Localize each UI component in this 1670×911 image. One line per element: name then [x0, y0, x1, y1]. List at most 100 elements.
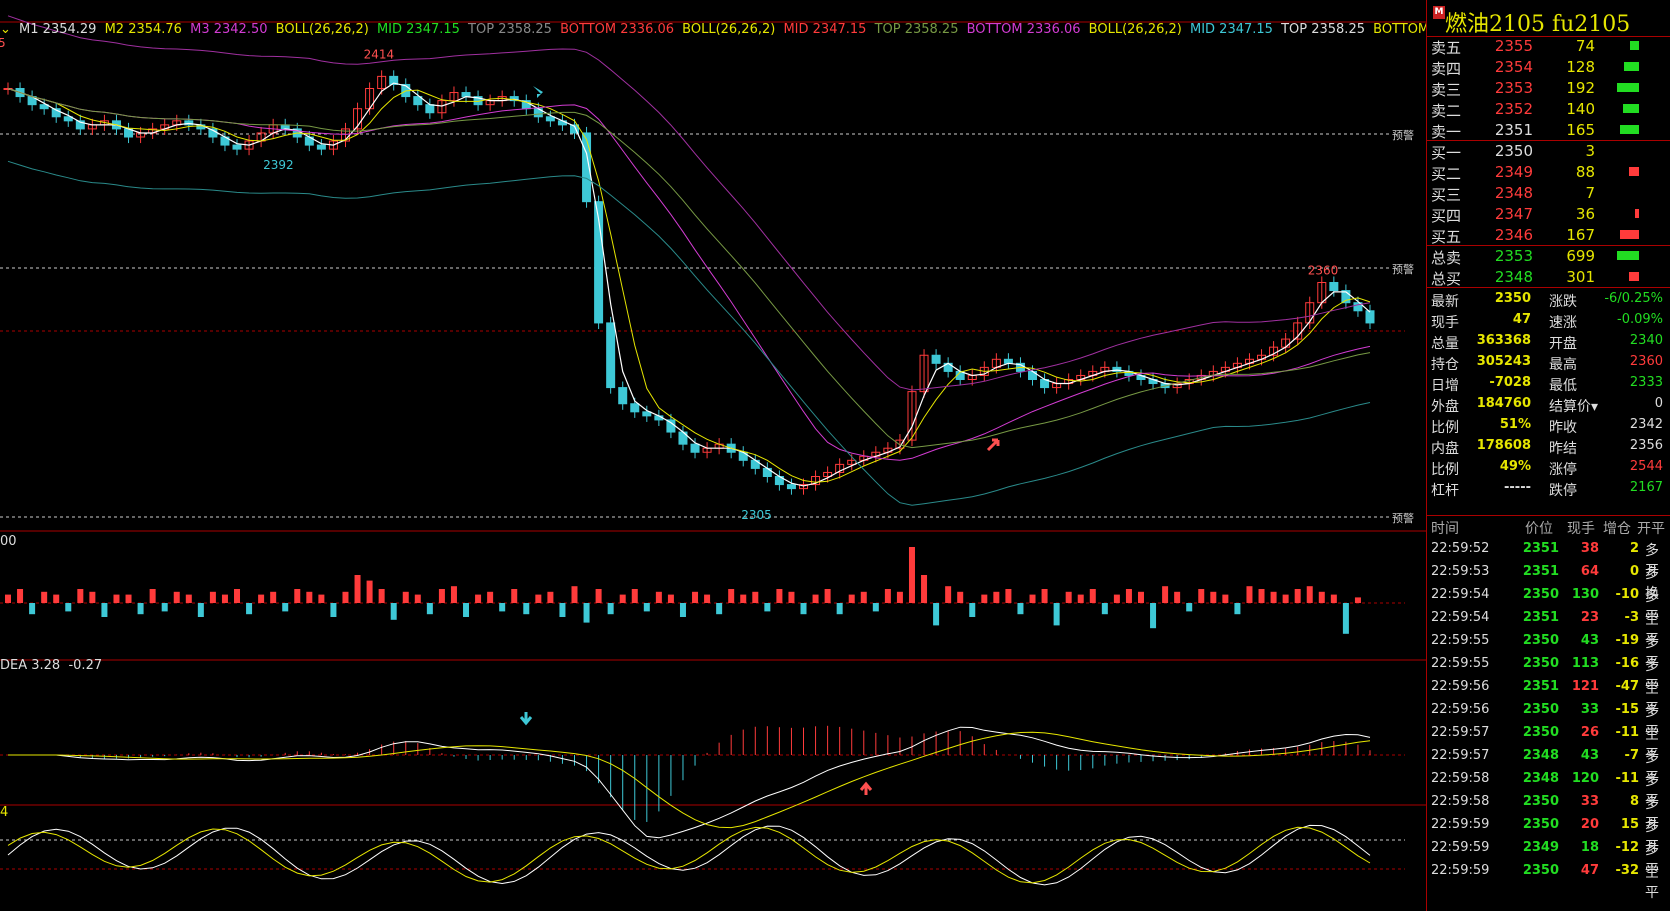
tick-row[interactable]: 22:59:55 2350 113 -16 多平: [1427, 652, 1670, 694]
tick-row[interactable]: 22:59:52 2351 38 2 多开: [1427, 537, 1670, 579]
depth-price: 2355: [1494, 37, 1533, 55]
volume-bar: [450, 586, 457, 603]
divider: [1427, 515, 1670, 516]
ask-row[interactable]: 卖一 2351 165: [1427, 120, 1670, 141]
tick-time: 22:59:54: [1431, 610, 1490, 625]
tick-oi-change: -32: [1615, 863, 1640, 878]
volume-bar: [667, 594, 674, 603]
candle-body: [1329, 282, 1339, 292]
boll-bottom-line: [7, 160, 1371, 506]
depth-bar: [1628, 272, 1639, 281]
candle-body: [835, 463, 845, 473]
tick-row[interactable]: 22:59:59 2350 20 15 多开: [1427, 813, 1670, 855]
ma2-line: [7, 88, 1371, 483]
depth-bar: [1635, 209, 1639, 218]
depth-volume: 128: [1566, 58, 1595, 76]
tick-row[interactable]: 22:59:54 2351 23 -3 空平: [1427, 606, 1670, 648]
bid-row[interactable]: 买二 2349 88: [1427, 162, 1670, 183]
quote-label: 最高: [1549, 357, 1577, 373]
ask-row[interactable]: 卖五 2355 74: [1427, 36, 1670, 57]
tick-volume: 43: [1580, 748, 1599, 763]
depth-volume: 3: [1585, 142, 1595, 160]
ticks-head-time: 时间: [1431, 521, 1459, 537]
tick-row[interactable]: 22:59:59 2349 18 -12 多平: [1427, 836, 1670, 878]
total-row[interactable]: 总卖 2353 699: [1427, 246, 1670, 267]
legend-boll-3: BOLL(26,26,2): [1088, 22, 1182, 37]
tick-row[interactable]: 22:59:54 2350 130 -10 多平: [1427, 583, 1670, 625]
candle-body: [823, 471, 833, 478]
boll-top-line: [7, 15, 1371, 391]
depth-volume: 699: [1566, 247, 1595, 265]
depth-volume: 301: [1566, 268, 1595, 286]
tick-row[interactable]: 22:59:56 2350 33 -15 多平: [1427, 698, 1670, 740]
tick-row[interactable]: 22:59:55 2350 43 -19 多平: [1427, 629, 1670, 671]
quote-row: 日增 -7028 最低 2333: [1427, 373, 1670, 395]
candle-body: [919, 354, 929, 393]
depth-label: 买一: [1431, 144, 1462, 162]
total-row[interactable]: 总买 2348 301: [1427, 267, 1670, 288]
candle-body: [606, 322, 616, 389]
ticks-head-type: 开平: [1637, 521, 1665, 537]
down-arrow-icon: [533, 86, 543, 98]
volume-bar: [101, 603, 108, 617]
quote-label: 现手: [1431, 315, 1459, 331]
tick-type: 多平: [1645, 658, 1659, 694]
tick-oi-change: -11: [1615, 771, 1640, 786]
volume-bar: [1041, 589, 1048, 603]
volume-bar: [704, 594, 711, 603]
volume-bar: [764, 603, 771, 612]
volume-bar: [559, 603, 566, 617]
chart-area[interactable]: 预警 预警 预警 2414 2392 2305 2360 ⌄ M1 2354.29 M2 2…: [0, 0, 1487, 911]
bid-row[interactable]: 买四 2347 36: [1427, 204, 1670, 225]
tick-volume: 33: [1580, 702, 1599, 717]
volume-bar: [740, 594, 747, 603]
tick-row[interactable]: 22:59:58 2348 120 -11 多平: [1427, 767, 1670, 809]
tick-time: 22:59:55: [1431, 633, 1490, 648]
ask-row[interactable]: 卖三 2353 192: [1427, 78, 1670, 99]
candle-body: [437, 100, 447, 114]
d-line: [7, 826, 1371, 884]
candle-body: [786, 484, 796, 490]
tick-price: 2349: [1522, 840, 1559, 855]
volume-bar: [1222, 594, 1229, 603]
quote-label: 比例: [1431, 462, 1459, 478]
tick-type: 多平: [1645, 704, 1659, 740]
bid-row[interactable]: 买三 2348 7: [1427, 183, 1670, 204]
candle-body: [847, 459, 857, 465]
candle-body: [51, 108, 61, 118]
ask-row[interactable]: 卖二 2352 140: [1427, 99, 1670, 120]
volume-bar: [113, 594, 120, 603]
quote-value: 305243: [1476, 354, 1531, 369]
tick-type: 多平: [1645, 773, 1659, 809]
contract-title: 燃油2105 fu2105: [1445, 12, 1631, 37]
tick-row[interactable]: 22:59:59 2350 47 -32 空平: [1427, 859, 1670, 901]
quote-label: 外盘: [1431, 399, 1459, 415]
tick-row[interactable]: 22:59:57 2348 43 -7 多平: [1427, 744, 1670, 786]
contract-mark-icon: M: [1433, 6, 1445, 19]
quote-label: 跌停: [1549, 483, 1577, 499]
tick-oi-change: 8: [1629, 794, 1639, 809]
volume-bar: [1029, 594, 1036, 603]
tick-oi-change: -19: [1615, 633, 1640, 648]
quote-value: 2167: [1629, 480, 1663, 495]
tick-volume: 130: [1571, 587, 1599, 602]
quote-value: -6/0.25%: [1604, 291, 1663, 306]
quote-row: 现手 47 速涨 -0.09%: [1427, 310, 1670, 332]
tick-row[interactable]: 22:59:56 2351 121 -47 空平: [1427, 675, 1670, 717]
quote-row: 总量 363368 开盘 2340: [1427, 331, 1670, 353]
bid-row[interactable]: 买五 2346 167: [1427, 225, 1670, 246]
tick-price: 2351: [1522, 541, 1559, 556]
ask-row[interactable]: 卖四 2354 128: [1427, 57, 1670, 78]
depth-volume: 165: [1566, 121, 1595, 139]
tick-row[interactable]: 22:59:57 2350 26 -11 空平: [1427, 721, 1670, 763]
tick-row[interactable]: 22:59:53 2351 64 0 多换: [1427, 560, 1670, 602]
volume-legend: 00: [0, 534, 17, 549]
tick-price: 2350: [1522, 656, 1559, 671]
depth-label: 卖一: [1431, 123, 1462, 141]
tick-row[interactable]: 22:59:58 2350 33 8 多开: [1427, 790, 1670, 832]
tick-oi-change: -16: [1615, 656, 1640, 671]
bid-row[interactable]: 买一 2350 3: [1427, 141, 1670, 162]
volume-bar: [1186, 603, 1193, 612]
main-legend: ⌄ M1 2354.29 M2 2354.76 M3 2342.50 BOLL(…: [0, 22, 1491, 42]
